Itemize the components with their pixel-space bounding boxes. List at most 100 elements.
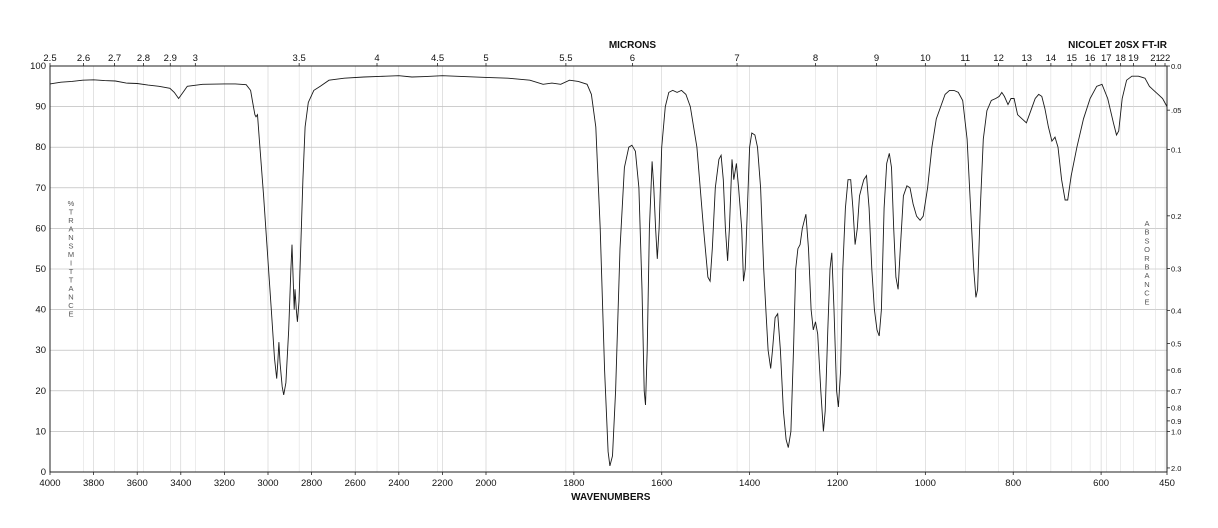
x-tick-label: 3000 (257, 478, 278, 489)
micron-tick-label: 21 (1150, 53, 1161, 64)
y-tick-label: 40 (35, 305, 46, 316)
absorbance-tick-label: 0.7 (1171, 387, 1181, 396)
axis-title-letter: E (1144, 297, 1149, 306)
top-axis-title: MICRONS (609, 40, 657, 51)
absorbance-tick-label: 0.6 (1171, 366, 1181, 375)
micron-tick-label: 14 (1046, 53, 1057, 64)
micron-tick-label: 10 (920, 53, 931, 64)
micron-tick-label: 7 (734, 53, 739, 64)
micron-tick-label: 3.5 (293, 53, 306, 64)
axis-title-letter: A (1144, 271, 1149, 280)
micron-tick-label: 5.5 (559, 53, 572, 64)
micron-tick-label: 17 (1101, 53, 1112, 64)
y-tick-label: 50 (35, 264, 46, 275)
absorbance-tick-label: 2.0 (1171, 464, 1181, 473)
micron-tick-label: 18 (1115, 53, 1126, 64)
micron-tick-label: 19 (1128, 53, 1139, 64)
y-tick-label: 90 (35, 102, 46, 113)
axis-title-letter: A (68, 225, 73, 234)
micron-tick-label: 8 (813, 53, 818, 64)
x-tick-label: 2800 (301, 478, 322, 489)
micron-tick-label: 2.7 (108, 53, 121, 64)
y-tick-label: 30 (35, 345, 46, 356)
x-tick-label: 3600 (127, 478, 148, 489)
axis-title-letter: S (1144, 236, 1149, 245)
micron-tick-label: 2.6 (77, 53, 90, 64)
x-tick-label: 2000 (475, 478, 496, 489)
micron-tick-label: 6 (630, 53, 635, 64)
y-tick-label: 0 (41, 467, 46, 478)
axis-title-letter: B (1144, 228, 1149, 237)
axis-title-letter: R (68, 216, 74, 225)
absorbance-tick-label: 0.8 (1171, 404, 1181, 413)
x-tick-label: 1000 (915, 478, 936, 489)
micron-tick-label: 9 (874, 53, 879, 64)
absorbance-tick-label: 0.2 (1171, 212, 1181, 221)
micron-tick-label: 4 (374, 53, 379, 64)
micron-tick-label: 2.9 (164, 53, 177, 64)
micron-tick-label: 2.8 (137, 53, 150, 64)
chart-title: NICOLET 20SX FT-IR (1068, 40, 1168, 51)
axis-title-letter: N (68, 293, 73, 302)
absorbance-tick-label: 1.0 (1171, 427, 1181, 436)
absorbance-tick-label: 0.5 (1171, 340, 1181, 349)
absorbance-tick-label: .05 (1171, 106, 1181, 115)
absorbance-tick-label: 0.1 (1171, 146, 1181, 155)
x-tick-label: 2200 (432, 478, 453, 489)
y-tick-label: 20 (35, 386, 46, 397)
axis-title-letter: M (68, 250, 74, 259)
x-tick-label: 450 (1159, 478, 1175, 489)
x-tick-label: 1400 (739, 478, 760, 489)
absorbance-tick-label: 0.4 (1171, 306, 1181, 315)
absorbance-tick-label: 0.3 (1171, 265, 1181, 274)
x-tick-label: 2400 (388, 478, 409, 489)
micron-tick-label: 12 (993, 53, 1004, 64)
x-tick-label: 4000 (39, 478, 60, 489)
x-tick-label: 2600 (345, 478, 366, 489)
grid-lines (49, 63, 1170, 475)
absorbance-tick-label: 0.9 (1171, 417, 1181, 426)
y-tick-label: 80 (35, 142, 46, 153)
spectrum-line (49, 75, 1168, 467)
axis-title-letter: N (68, 233, 73, 242)
x-tick-label: 3400 (170, 478, 191, 489)
x-tick-label: 1800 (563, 478, 584, 489)
axis-title-letter: R (1144, 254, 1150, 263)
absorbance-tick-label: 0.0 (1171, 62, 1181, 71)
x-tick-label: 800 (1005, 478, 1021, 489)
micron-tick-label: 4.5 (431, 53, 444, 64)
axis-title-letter: N (1144, 280, 1149, 289)
x-tick-label: 3800 (83, 478, 104, 489)
axis-title-letter: O (1144, 245, 1150, 254)
axis-title-letter: E (68, 310, 73, 319)
x-tick-label: 3200 (214, 478, 235, 489)
axis-title-letter: C (68, 301, 74, 310)
axis-title-letter: S (68, 242, 73, 251)
plot-frame (49, 65, 1168, 473)
axis-title-letter: B (1144, 263, 1149, 272)
axis-title-letter: T (69, 208, 74, 217)
axis-title-letter: % (68, 199, 75, 208)
y-tick-label: 100 (30, 61, 46, 72)
axis-title-letter: T (69, 267, 74, 276)
micron-tick-label: 16 (1085, 53, 1096, 64)
y-tick-label: 70 (35, 183, 46, 194)
axis-title-letter: T (69, 276, 74, 285)
bottom-axis-title: WAVENUMBERS (571, 492, 651, 503)
axis-title-letter: A (1144, 219, 1149, 228)
x-tick-label: 1200 (827, 478, 848, 489)
axis-title-letter: A (68, 284, 73, 293)
micron-tick-label: 3 (193, 53, 198, 64)
micron-tick-label: 15 (1067, 53, 1078, 64)
x-tick-label: 1600 (651, 478, 672, 489)
y-tick-label: 60 (35, 223, 46, 234)
y-tick-label: 10 (35, 426, 46, 437)
micron-tick-label: 11 (960, 53, 970, 64)
micron-tick-label: 2.5 (43, 53, 56, 64)
micron-tick-label: 22 (1160, 53, 1171, 64)
